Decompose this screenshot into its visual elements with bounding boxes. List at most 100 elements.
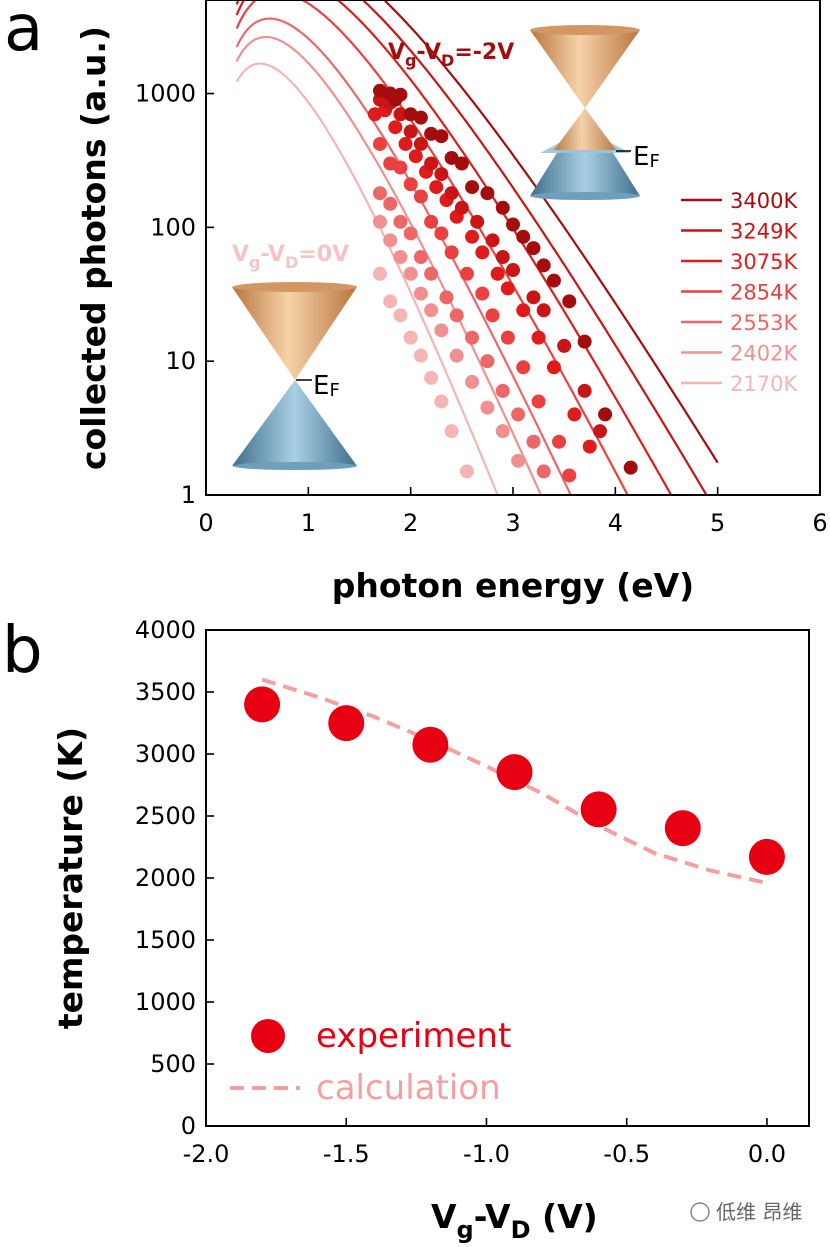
data-point-3400K — [546, 273, 561, 288]
panel-a-x-tick-label: 0 — [198, 509, 213, 537]
data-point-3400K — [536, 258, 551, 273]
experiment-point — [412, 726, 449, 763]
data-point-2170K — [444, 424, 459, 439]
legend-label-2854K: 2854K — [730, 281, 798, 305]
data-point-3249K — [495, 250, 510, 265]
data-point-2170K — [383, 294, 398, 309]
data-point-2402K — [449, 348, 464, 363]
panel-b-x-tick-label: -2.0 — [183, 1140, 230, 1168]
panel-a-y-tick-label: 100 — [150, 213, 196, 241]
experiment-point — [748, 838, 785, 875]
panel-b-y-tick-label: 2500 — [135, 802, 196, 830]
watermark: 低维 昂维 — [690, 1200, 802, 1224]
data-point-2854K — [413, 189, 428, 204]
data-point-3249K — [393, 107, 408, 122]
data-point-2553K — [449, 308, 464, 323]
data-point-3075K — [429, 180, 444, 195]
data-point-2170K — [413, 348, 428, 363]
panel-b-y-tick-label: 4000 — [135, 616, 196, 644]
experiment-point — [664, 810, 701, 847]
panel-a-x-axis-label: photon energy (eV) — [332, 566, 694, 605]
data-point-2170K — [424, 370, 439, 385]
data-point-3249K — [434, 167, 449, 182]
data-point-2854K — [552, 434, 567, 449]
panel-b-ticks: -2.0 -1.5 -1.0 -0.5 0.0 0 500 1000 1500 2000 2500 3… — [135, 616, 786, 1168]
panel-b-x-tick-label: -0.5 — [603, 1140, 650, 1168]
data-point-2854K — [424, 214, 439, 229]
data-point-3075K — [546, 360, 561, 375]
fermi-level-label-bottom: EF — [313, 371, 340, 401]
data-point-2553K — [403, 226, 418, 241]
data-point-2553K — [372, 186, 387, 201]
annotation-bottom-gate-voltage: Vg-VD=0V — [232, 242, 349, 272]
data-point-2854K — [562, 468, 577, 483]
fit-curve-3075K — [235, 0, 673, 495]
data-point-3400K — [623, 460, 638, 475]
experiment-point — [244, 686, 281, 723]
annotation-top-gate-voltage: Vg-VD=-2V — [388, 40, 514, 70]
data-point-3249K — [526, 290, 541, 305]
legend-label-3075K: 3075K — [730, 250, 798, 274]
panel-b-y-tick-label: 2000 — [135, 864, 196, 892]
data-point-3075K — [408, 149, 423, 164]
data-point-2553K — [526, 434, 541, 449]
data-point-2170K — [393, 308, 408, 323]
data-point-2402K — [511, 453, 526, 468]
data-point-2170K — [434, 394, 449, 409]
legend-experiment-label: experiment — [316, 1016, 511, 1056]
panel-b-y-tick-label: 500 — [150, 1050, 196, 1078]
data-point-3075K — [531, 330, 546, 345]
data-point-3249K — [592, 424, 607, 439]
experiment-point — [496, 754, 533, 791]
data-point-2854K — [393, 160, 408, 175]
data-point-3400K — [393, 87, 408, 102]
panel-a-label: a — [4, 0, 43, 66]
panel-a-x-tick-label: 4 — [608, 509, 623, 537]
data-point-3075K — [582, 439, 597, 454]
legend-label-2170K: 2170K — [730, 372, 798, 396]
data-point-3249K — [444, 186, 459, 201]
experiment-point — [328, 705, 365, 742]
watermark-text: 低维 昂维 — [716, 1200, 802, 1224]
data-point-3400K — [577, 334, 592, 349]
data-point-2402K — [434, 323, 449, 338]
data-point-3075K — [475, 245, 490, 260]
data-point-3075K — [500, 281, 515, 296]
fit-curve-3400K — [382, 0, 719, 464]
data-point-3249K — [413, 136, 428, 151]
data-point-2854K — [444, 245, 459, 260]
data-point-3400K — [444, 150, 459, 165]
data-point-3249K — [557, 338, 572, 353]
data-point-3400K — [413, 110, 428, 125]
panel-a-y-tick-label: 10 — [165, 347, 196, 375]
data-point-2854K — [434, 226, 449, 241]
panel-b-y-tick-label: 3000 — [135, 740, 196, 768]
data-point-2553K — [424, 266, 439, 281]
data-point-3400K — [562, 294, 577, 309]
data-point-2553K — [511, 407, 526, 422]
panel-b-y-axis-label: temperature (K) — [51, 727, 90, 1029]
panel-a-x-tick-label: 1 — [301, 509, 316, 537]
data-point-2553K — [536, 464, 551, 479]
data-point-2402K — [413, 286, 428, 301]
data-point-3400K — [454, 156, 469, 171]
panel-b-plot-area — [244, 677, 785, 885]
panel-b-legend: experiment calculation — [230, 1016, 511, 1108]
data-point-2854K — [485, 308, 500, 323]
data-point-2170K — [372, 266, 387, 281]
panel-a-x-tick-label: 6 — [812, 509, 827, 537]
data-point-3400K — [434, 129, 449, 144]
data-point-2553K — [383, 196, 398, 211]
legend-label-2402K: 2402K — [730, 342, 798, 366]
data-point-2553K — [439, 290, 454, 305]
data-point-3249K — [506, 263, 520, 278]
data-point-3075K — [516, 303, 531, 318]
legend-experiment-marker — [251, 1019, 285, 1053]
data-point-2402K — [424, 303, 439, 318]
data-point-2854K — [500, 330, 515, 345]
data-point-2854K — [516, 360, 531, 375]
data-point-2854K — [372, 136, 387, 151]
fit-curve-2402K — [235, 35, 543, 495]
